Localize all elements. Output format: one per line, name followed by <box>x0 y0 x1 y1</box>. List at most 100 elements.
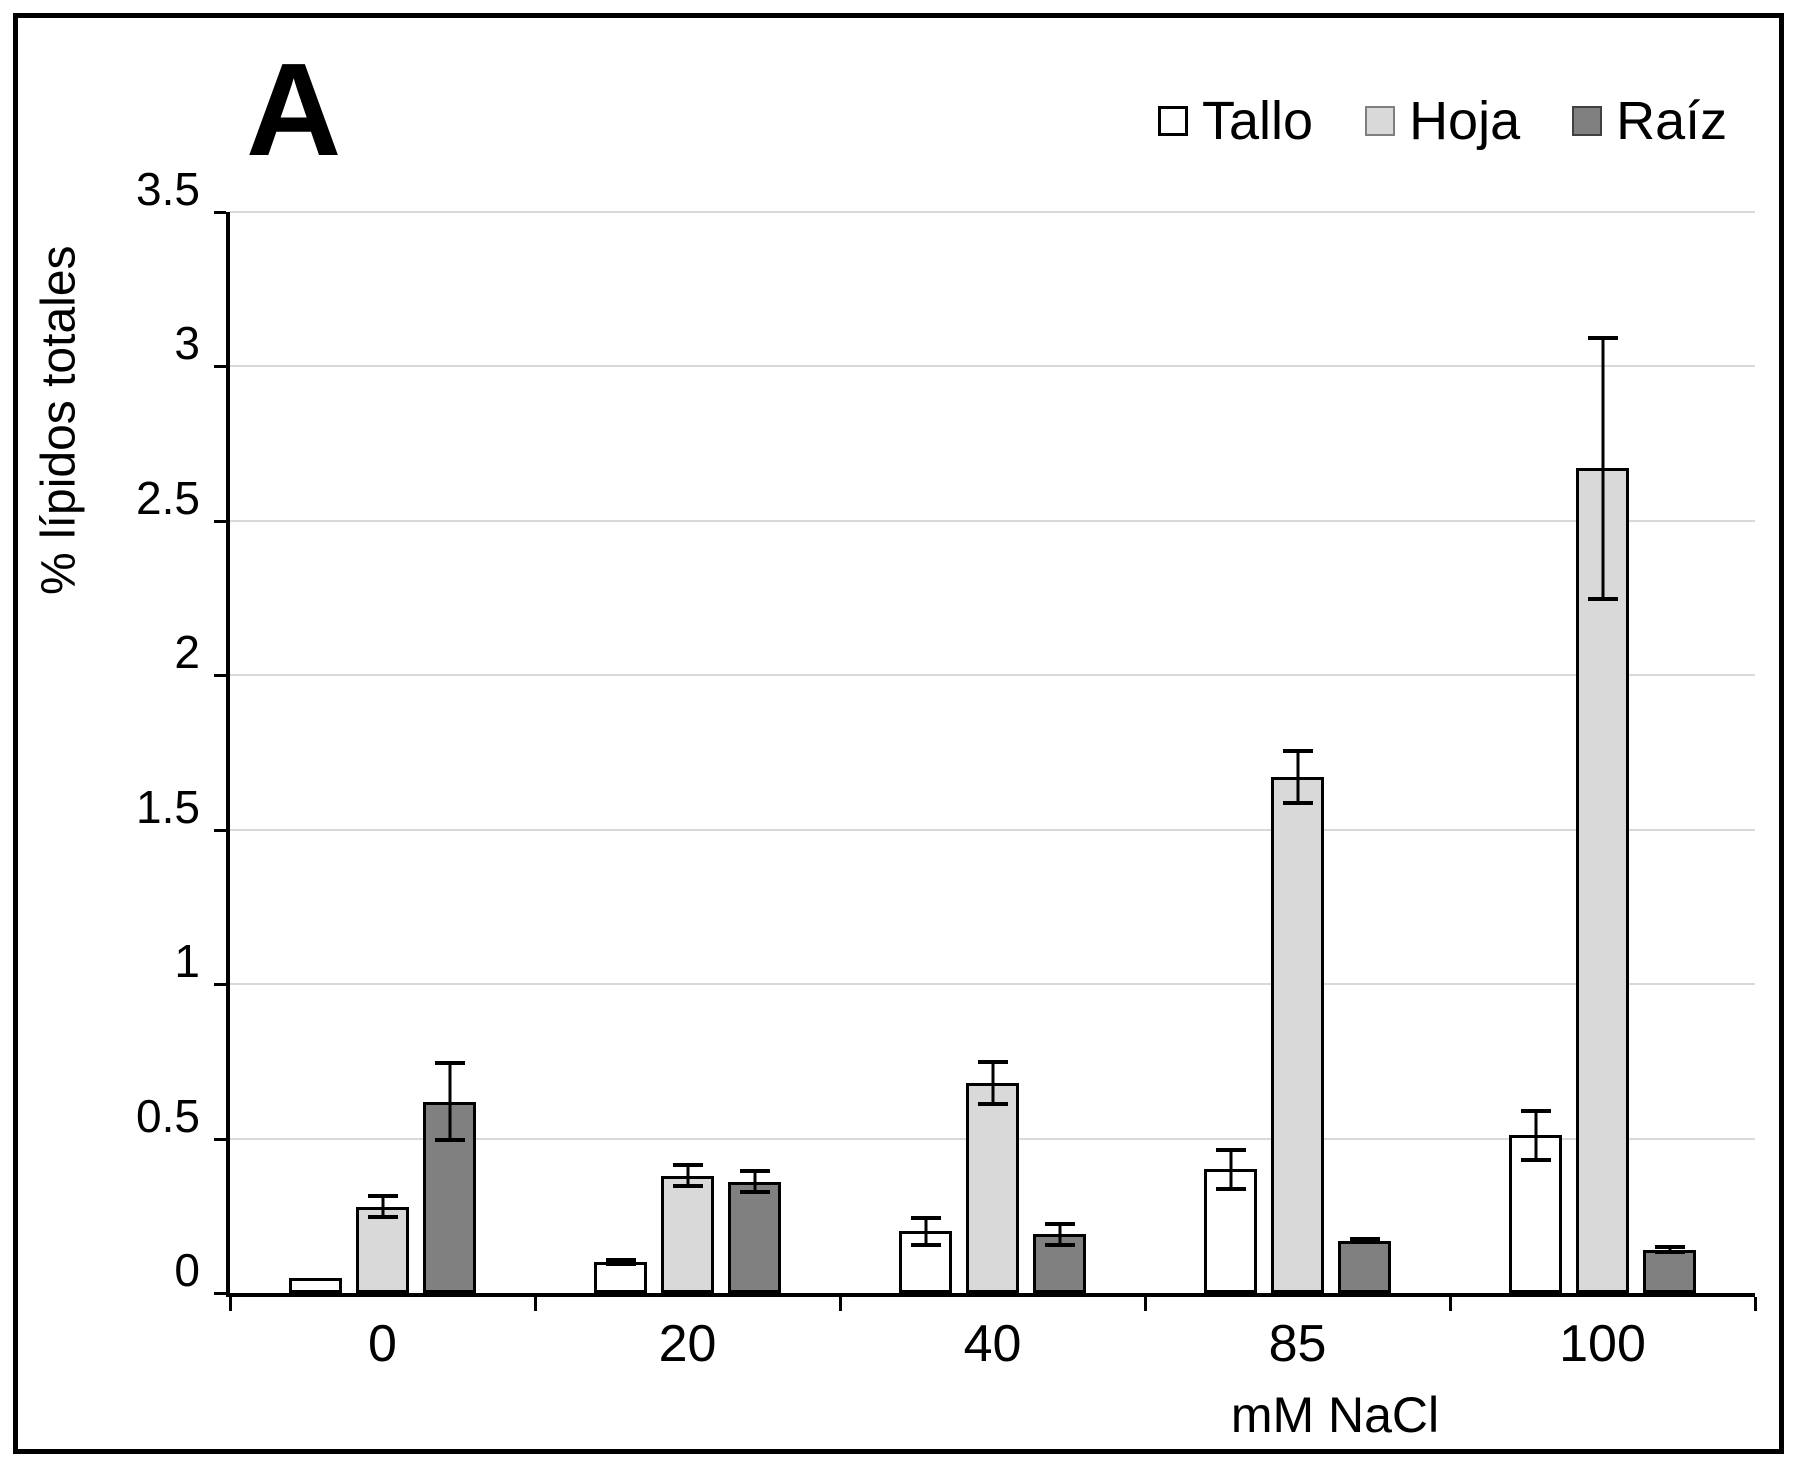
error-bar-line <box>1229 1147 1232 1192</box>
error-bar-cap <box>739 1190 770 1195</box>
category-group-20 <box>535 212 840 1293</box>
error-bar-line <box>1668 1245 1671 1255</box>
y-tick-mark <box>214 519 226 523</box>
error-bar <box>605 1258 636 1266</box>
error-bar-cap <box>672 1184 703 1188</box>
legend-label-raiz: Raíz <box>1616 91 1728 151</box>
error-bar-line <box>924 1215 927 1247</box>
figure-border <box>13 13 1784 1454</box>
error-bar-cap <box>1349 1240 1380 1245</box>
bar-hoja-20 <box>661 1163 714 1293</box>
error-bar-cap <box>605 1258 636 1263</box>
bar-raiz-40 <box>1033 1221 1086 1293</box>
y-tick-mark <box>214 1137 226 1141</box>
error-bar <box>1349 1236 1380 1245</box>
error-bar-line <box>1534 1109 1537 1162</box>
error-bar-cap <box>605 1261 636 1266</box>
category-group-85 <box>1145 212 1450 1293</box>
error-bar-cap <box>367 1214 398 1219</box>
error-bar-cap <box>1520 1109 1551 1114</box>
y-tick-label-1.5: 1.5 <box>136 780 200 833</box>
legend-item-tallo: Tallo <box>1158 94 1313 148</box>
error-bar <box>1215 1147 1246 1192</box>
error-bar-cap <box>739 1169 770 1174</box>
gridline-1.5 <box>230 828 1755 831</box>
y-tick-mark <box>214 828 226 832</box>
error-bar-cap <box>1215 1147 1246 1152</box>
x-tick-mark <box>838 1297 842 1311</box>
bar-raiz-85 <box>1338 1236 1391 1293</box>
y-tick-label-2.5: 2.5 <box>136 471 200 524</box>
error-bar-cap <box>1044 1221 1075 1226</box>
error-bar <box>1654 1245 1685 1255</box>
x-tick-mark <box>228 1297 232 1311</box>
gridline-3.5 <box>230 211 1755 213</box>
legend-swatch-raiz <box>1572 106 1603 136</box>
bar-groups <box>230 212 1755 1293</box>
bar-tallo-20 <box>594 1258 647 1293</box>
bar-raiz-100 <box>1643 1245 1696 1293</box>
bar-hoja-40 <box>966 1059 1019 1293</box>
error-bar <box>434 1061 465 1142</box>
x-tick-labels: 0 20 40 85 100 <box>230 1318 1755 1370</box>
error-bar-cap <box>1587 335 1618 340</box>
y-axis-line <box>226 212 230 1297</box>
error-bar-cap <box>977 1059 1008 1064</box>
x-tick-label-0: 0 <box>368 1315 397 1373</box>
bar-tallo-85 <box>1204 1147 1257 1293</box>
legend-item-hoja: Hoja <box>1365 94 1520 148</box>
legend-swatch-hoja <box>1365 106 1396 136</box>
y-tick-mark <box>214 1292 226 1295</box>
error-bar <box>1044 1221 1075 1247</box>
error-bar-cap <box>672 1163 703 1168</box>
error-bar-line <box>991 1059 994 1107</box>
x-tick-label-85: 85 <box>1268 1315 1327 1373</box>
bar-hoja-100 <box>1576 335 1629 1293</box>
error-bar-cap <box>910 1242 941 1247</box>
y-tick-label-0.5: 0.5 <box>136 1089 200 1142</box>
error-bar-line <box>1058 1221 1061 1247</box>
panel-label: A <box>246 36 342 183</box>
bar-hoja-0 <box>356 1194 409 1293</box>
y-tick-mark <box>214 983 226 987</box>
error-bar-cap <box>434 1061 465 1066</box>
legend-swatch-tallo <box>1158 106 1188 136</box>
bar-raiz-20 <box>728 1169 781 1293</box>
error-bar <box>367 1194 398 1219</box>
error-bar-line <box>1601 335 1604 602</box>
bar-tallo-40 <box>899 1215 952 1293</box>
y-tick-label-2: 2 <box>174 626 200 679</box>
legend-label-tallo: Tallo <box>1202 91 1314 151</box>
error-bar-cap <box>1044 1242 1075 1247</box>
y-tick-mark <box>214 211 226 214</box>
x-tick-mark <box>1143 1297 1147 1311</box>
y-tick-mark <box>214 674 226 678</box>
error-bar-line <box>753 1169 756 1195</box>
y-tick-label-3: 3 <box>174 317 200 370</box>
y-axis-title: % lípidos totales <box>32 245 86 595</box>
error-bar-line <box>1296 749 1299 806</box>
error-bar <box>1587 335 1618 602</box>
error-bar-cap <box>1654 1250 1685 1255</box>
error-bar-cap <box>367 1194 398 1199</box>
x-tick-label-40: 40 <box>963 1315 1022 1373</box>
error-bar-cap <box>977 1102 1008 1107</box>
error-bar-cap <box>1349 1236 1380 1241</box>
legend-label-hoja: Hoja <box>1409 91 1521 151</box>
x-axis-line <box>226 1293 1755 1297</box>
category-group-0 <box>230 212 535 1293</box>
gridline-1 <box>230 983 1755 986</box>
gridline-2.5 <box>230 519 1755 522</box>
y-tick-label-0: 0 <box>174 1244 200 1296</box>
y-tick-mark <box>214 365 226 369</box>
plot-area <box>214 211 1757 1311</box>
bar-raiz-0 <box>423 1061 476 1293</box>
error-bar-cap <box>1282 801 1313 806</box>
y-tick-label-3.5: 3.5 <box>136 163 200 215</box>
category-group-100 <box>1450 212 1755 1293</box>
gridline-3 <box>230 365 1755 368</box>
y-tick-label-1: 1 <box>174 935 200 988</box>
category-group-40 <box>840 212 1145 1293</box>
legend-item-raiz: Raíz <box>1572 94 1727 148</box>
